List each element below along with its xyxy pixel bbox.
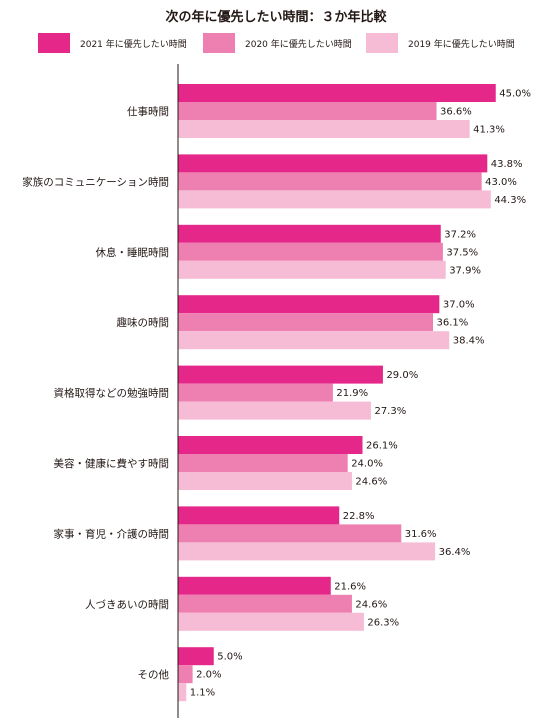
bar-series-1-0 [178, 102, 437, 120]
bar-series-0-0 [178, 84, 496, 102]
legend-label-2021: 2021 年に優先したい時間 [80, 39, 187, 50]
value-label: 26.1% [366, 441, 398, 452]
value-label: 26.3% [367, 617, 399, 628]
value-label: 36.6% [440, 107, 472, 118]
bar-series-0-1 [178, 154, 488, 173]
category-label: 趣味の時間 [117, 316, 170, 329]
value-label: 36.4% [439, 547, 471, 558]
value-label: 24.6% [355, 599, 387, 610]
legend: 2021 年に優先したい時間 2020 年に優先したい時間 2019 年に優先し… [0, 32, 552, 54]
legend-item-2020: 2020 年に優先したい時間 [203, 32, 352, 54]
value-label: 36.1% [437, 318, 469, 329]
bar-series-1-7 [178, 594, 352, 613]
bar-series-1-6 [178, 524, 402, 543]
bar-series-2-2 [178, 260, 446, 279]
value-label: 29.0% [386, 370, 418, 381]
category-label: 美容・健康に費やす時間 [54, 457, 170, 470]
bar-series-2-3 [178, 331, 450, 350]
bar-series-1-2 [178, 242, 443, 261]
value-label: 37.9% [449, 265, 481, 276]
value-label: 45.0% [499, 89, 531, 100]
value-label: 5.0% [217, 652, 242, 663]
category-label: 休息・睡眠時間 [96, 246, 170, 259]
category-label: その他 [138, 668, 170, 681]
legend-swatch-2019 [366, 33, 398, 53]
category-label: 家事・育児・介護の時間 [54, 527, 170, 540]
bar-series-1-5 [178, 454, 348, 472]
value-label: 31.6% [405, 529, 437, 540]
legend-item-2019: 2019 年に優先したい時間 [366, 32, 515, 54]
bar-series-2-1 [178, 190, 491, 209]
chart-title: 次の年に優先したい時間：３か年比較 [165, 10, 387, 25]
bar-series-2-6 [178, 542, 436, 561]
value-label: 37.5% [446, 247, 478, 258]
category-label: 仕事時間 [127, 105, 169, 118]
bar-series-2-5 [178, 472, 352, 490]
legend-swatch-2021 [38, 33, 70, 53]
category-label: 人づきあいの時間 [85, 599, 169, 611]
bar-series-2-4 [178, 401, 371, 420]
bar-series-1-3 [178, 313, 434, 332]
bar-series-2-7 [178, 612, 364, 631]
value-label: 1.1% [190, 688, 215, 699]
legend-swatch-2020 [203, 33, 235, 53]
bar-series-1-1 [178, 172, 482, 191]
value-label: 37.0% [443, 300, 475, 311]
value-label: 43.8% [491, 159, 523, 170]
category-label: 家族のコミュニケーション時間 [22, 175, 169, 188]
value-label: 38.4% [453, 336, 485, 347]
bar-series-0-2 [178, 224, 441, 243]
bar-series-0-6 [178, 506, 340, 525]
value-label: 41.3% [473, 125, 505, 136]
value-label: 43.0% [485, 177, 517, 188]
legend-label-2019: 2019 年に優先したい時間 [408, 39, 515, 50]
bar-series-1-8 [178, 665, 193, 684]
category-label: 資格取得などの勉強時間 [54, 387, 170, 400]
bar-series-1-4 [178, 383, 333, 402]
value-label: 37.2% [444, 229, 476, 240]
legend-label-2020: 2020 年に優先したい時間 [245, 39, 352, 50]
value-label: 24.0% [351, 459, 383, 470]
bar-series-0-4 [178, 365, 383, 384]
bar-series-2-8 [178, 683, 187, 702]
bar-series-2-0 [178, 120, 470, 138]
bar-series-0-7 [178, 576, 331, 595]
value-label: 24.6% [355, 477, 387, 488]
bar-series-0-3 [178, 295, 440, 314]
value-label: 21.6% [334, 581, 366, 592]
value-label: 27.3% [374, 406, 406, 417]
value-label: 21.9% [336, 388, 368, 399]
bar-series-0-5 [178, 436, 363, 454]
bar-series-0-8 [178, 647, 214, 666]
value-label: 2.0% [196, 670, 221, 681]
value-label: 44.3% [494, 195, 526, 206]
legend-item-2021: 2021 年に優先したい時間 [38, 32, 187, 54]
value-label: 22.8% [343, 511, 375, 522]
